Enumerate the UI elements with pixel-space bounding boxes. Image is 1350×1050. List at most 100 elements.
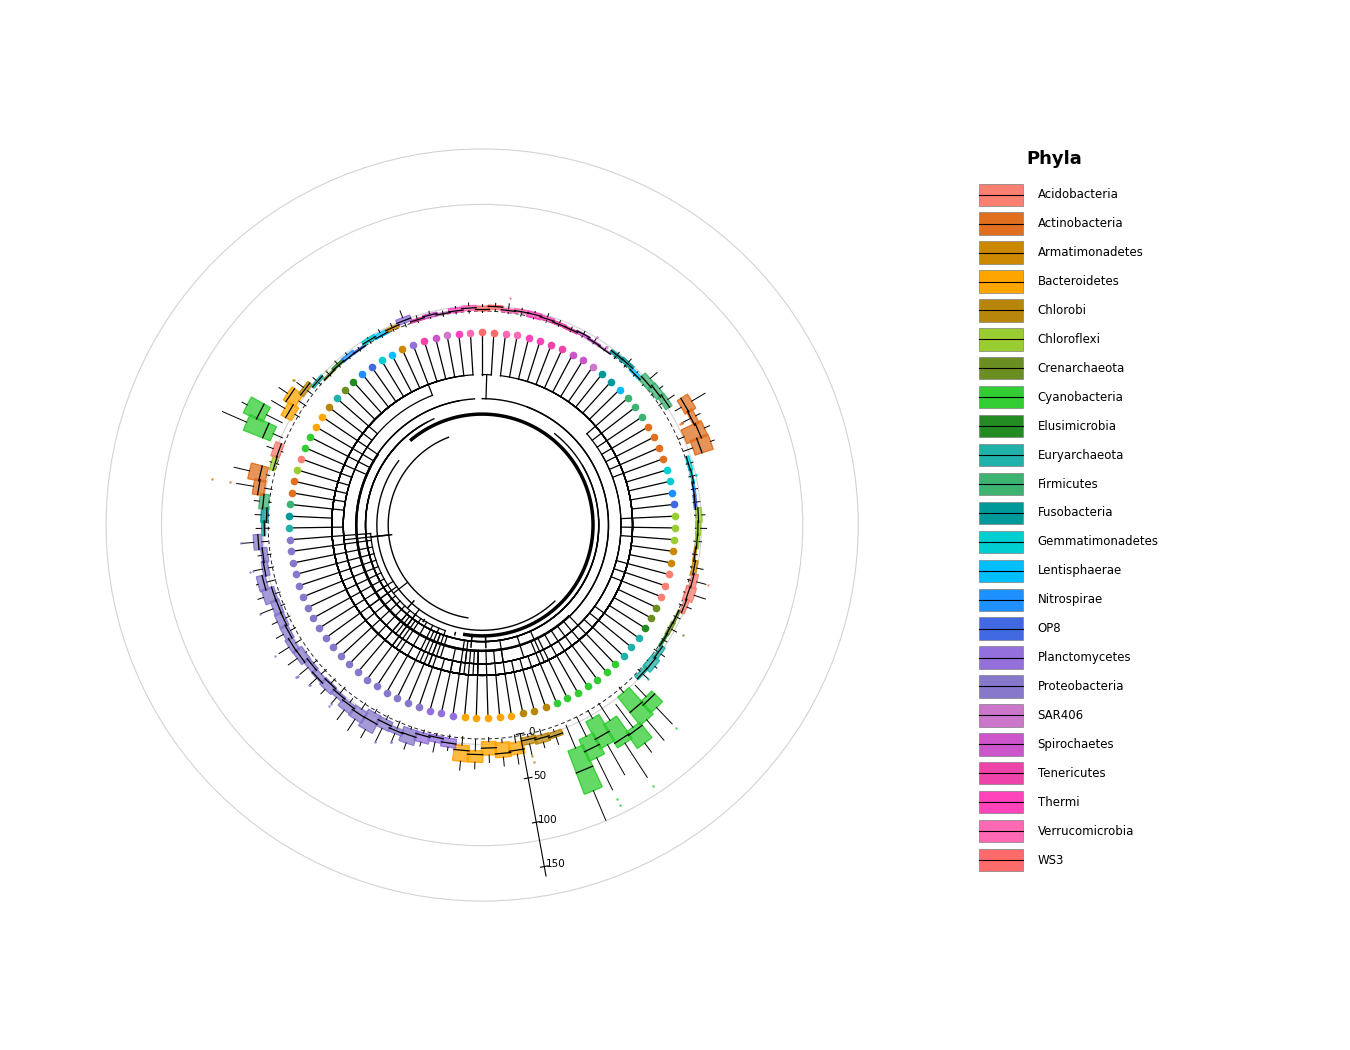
Polygon shape	[576, 331, 590, 339]
Polygon shape	[568, 744, 602, 794]
Text: Cyanobacteria: Cyanobacteria	[1038, 391, 1123, 403]
Bar	[979, 212, 1023, 235]
Bar	[979, 502, 1023, 524]
Polygon shape	[293, 647, 310, 665]
Polygon shape	[695, 507, 702, 523]
Bar	[979, 647, 1023, 669]
Polygon shape	[535, 733, 551, 744]
Text: Tenericutes: Tenericutes	[1038, 766, 1106, 780]
Polygon shape	[672, 610, 680, 624]
Bar	[979, 270, 1023, 293]
Polygon shape	[526, 311, 543, 320]
Text: OP8: OP8	[1038, 623, 1061, 635]
Polygon shape	[285, 636, 300, 654]
Bar	[979, 242, 1023, 264]
Polygon shape	[514, 309, 529, 314]
Text: 100: 100	[539, 815, 558, 825]
Text: Phyla: Phyla	[1026, 150, 1083, 168]
Bar	[979, 472, 1023, 496]
Polygon shape	[695, 521, 701, 536]
Polygon shape	[598, 345, 610, 355]
Polygon shape	[587, 338, 601, 347]
Text: Euryarchaeota: Euryarchaeota	[1038, 448, 1125, 462]
Polygon shape	[679, 598, 690, 614]
Polygon shape	[501, 308, 516, 313]
Polygon shape	[332, 359, 344, 371]
Polygon shape	[467, 751, 483, 762]
Polygon shape	[452, 744, 470, 762]
Polygon shape	[691, 482, 697, 497]
Polygon shape	[688, 573, 698, 589]
Polygon shape	[564, 326, 578, 334]
Polygon shape	[629, 368, 643, 380]
Polygon shape	[448, 308, 463, 313]
Bar	[979, 589, 1023, 611]
Polygon shape	[423, 312, 437, 319]
Polygon shape	[281, 402, 298, 421]
Bar	[979, 329, 1023, 351]
Polygon shape	[243, 415, 277, 441]
Polygon shape	[274, 611, 289, 629]
Bar	[979, 444, 1023, 466]
Polygon shape	[688, 469, 694, 483]
Polygon shape	[693, 495, 697, 509]
Text: Chlorobi: Chlorobi	[1038, 303, 1087, 317]
Text: WS3: WS3	[1038, 854, 1064, 866]
Polygon shape	[618, 688, 653, 726]
Polygon shape	[362, 335, 377, 345]
Polygon shape	[640, 691, 663, 713]
Bar	[979, 791, 1023, 814]
Polygon shape	[436, 312, 451, 316]
Text: SAR406: SAR406	[1038, 709, 1084, 722]
Polygon shape	[279, 624, 294, 642]
Polygon shape	[262, 521, 266, 536]
Bar	[979, 617, 1023, 639]
Polygon shape	[508, 741, 525, 755]
Bar	[979, 675, 1023, 697]
Polygon shape	[320, 678, 336, 694]
Polygon shape	[312, 669, 327, 684]
Polygon shape	[652, 646, 666, 660]
Polygon shape	[261, 561, 270, 576]
Polygon shape	[680, 421, 707, 443]
Polygon shape	[312, 375, 324, 388]
Bar	[979, 762, 1023, 784]
Bar	[979, 415, 1023, 437]
Polygon shape	[259, 494, 270, 509]
Polygon shape	[248, 463, 269, 482]
Polygon shape	[686, 456, 693, 470]
Polygon shape	[687, 408, 699, 425]
Polygon shape	[678, 394, 695, 414]
Text: Lentisphaerae: Lentisphaerae	[1038, 564, 1122, 578]
Polygon shape	[324, 369, 335, 380]
Polygon shape	[690, 434, 713, 455]
Bar	[979, 184, 1023, 206]
Polygon shape	[489, 306, 504, 310]
Text: Spirochaetes: Spirochaetes	[1038, 738, 1114, 751]
Polygon shape	[348, 705, 367, 723]
Bar	[979, 705, 1023, 727]
Polygon shape	[374, 330, 389, 340]
Polygon shape	[462, 306, 477, 311]
Polygon shape	[375, 716, 393, 732]
Polygon shape	[621, 357, 634, 370]
Polygon shape	[547, 729, 563, 739]
Text: Elusimicrobia: Elusimicrobia	[1038, 420, 1116, 433]
Bar	[979, 386, 1023, 408]
Text: Firmicutes: Firmicutes	[1038, 478, 1099, 490]
Polygon shape	[475, 307, 490, 311]
Polygon shape	[256, 574, 269, 592]
Bar	[979, 357, 1023, 379]
Polygon shape	[690, 560, 698, 575]
Polygon shape	[586, 715, 614, 749]
Text: Crenarchaeota: Crenarchaeota	[1038, 362, 1125, 375]
Text: Planctomycetes: Planctomycetes	[1038, 651, 1131, 664]
Polygon shape	[610, 350, 624, 361]
Polygon shape	[352, 344, 366, 354]
Polygon shape	[693, 547, 697, 562]
Polygon shape	[342, 351, 355, 362]
Polygon shape	[252, 479, 266, 496]
Text: Actinobacteria: Actinobacteria	[1038, 217, 1123, 230]
Text: Bacteroidetes: Bacteroidetes	[1038, 275, 1119, 288]
Bar	[979, 820, 1023, 842]
